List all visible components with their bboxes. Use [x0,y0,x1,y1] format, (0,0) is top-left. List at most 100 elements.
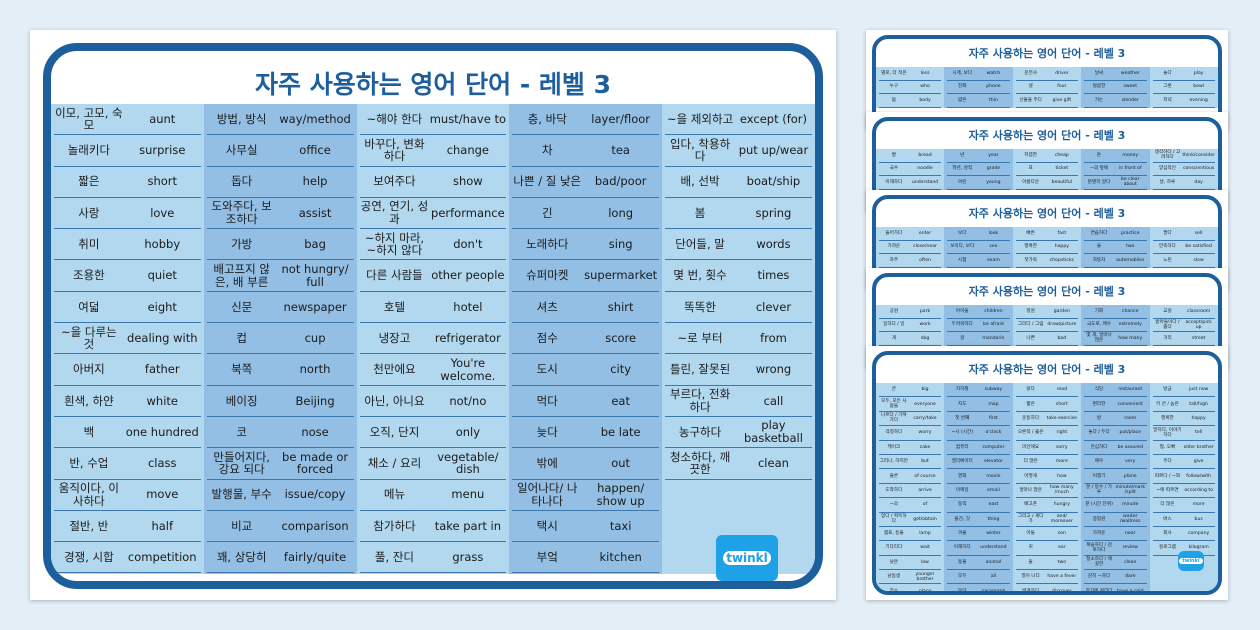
english-word: draw/picture [1047,322,1077,328]
korean-word: 채소 / 요리 [367,456,422,471]
english-word: class [147,456,177,471]
word-column: 읽다 read 짧은 short 운동하다 take exercise 오른쪽 / 옳은 ri… [1012,383,1082,591]
word-row: 주다 give [1152,455,1216,470]
korean-word: 램프, 등불 [883,531,904,537]
korean-word: ~해야 한다 [366,111,423,126]
korean-word: 기회 [1094,308,1104,314]
english-word: restaurant [1118,387,1143,393]
word-row: 생각하다 / 고려하다 think/consider [1152,149,1216,163]
english-word: money [1122,152,1139,158]
english-word: white [146,393,178,408]
english-word: how many [1118,335,1143,341]
korean-word: 학년, 성적 [952,166,973,172]
word-row: 다른 사람들 other people [359,260,507,292]
word-row: 귤 mandarin [947,332,1010,346]
word-row: 나쁜 bad [1015,332,1079,346]
preview-table: 공원 park 일하다 / 일 work 개 dog 아이들 children 두려워하다 be … [876,305,1218,346]
english-word: follow/with [1186,473,1212,479]
korean-word: 신문 [231,299,253,314]
english-word: how many /much [1049,485,1074,496]
english-word: happy [1054,244,1069,250]
word-row: 둘 two [1015,556,1079,571]
word-column: 들어가다 enter 가까운 close/near 자주 often [876,227,945,268]
korean-word: 컴퓨터 [955,444,969,450]
english-word: give [1193,459,1204,465]
word-row: 거리 street [1152,332,1216,346]
word-row: 물건, 것 thing [947,513,1010,527]
word-row: 냉장고 refrigerator [359,323,507,355]
word-column: 교실 classroom 받아들이다 / 줍다 accept/pick up 거리 str… [1149,305,1218,346]
word-row: 바꾸다, 변화하다 change [359,135,507,167]
korean-word: ~시 (시간) [951,430,974,436]
worksheet-preview[interactable]: 자주 사용하는 영어 단어 - 레벨 3 별로, 더 적은 less 누구 who 몸 bo… [866,30,1228,130]
korean-word: 물건, 것 [954,516,971,522]
english-word: two [1057,559,1067,565]
word-column: 정원 garden 그리다 / 그림 draw/picture 나쁜 bad [1012,305,1082,346]
korean-word: 메뉴 [383,487,406,502]
word-row: ~로 부터 from [665,323,812,355]
korean-word: 열이 나다 [1021,574,1040,580]
word-row: 코 nose [206,417,354,449]
worksheet-frame: 자주 사용하는 영어 단어 - 레벨 3 이모, 고모, 숙모 aunt 놀래키다 s… [43,43,823,589]
english-word: practice [1120,230,1140,236]
korean-word: 얼마나 많은 [1019,487,1042,493]
korean-word: 그러나, 하지만 [879,459,908,465]
english-word: according to [1184,487,1213,493]
word-row: 단어들, 말 words [665,229,812,261]
word-row: 천만에요 You're welcome. [359,354,507,386]
korean-word: 형, 오빠 [1159,444,1176,450]
korean-word: 여덟 [78,299,100,314]
word-row: 노래하다 sing [512,229,660,261]
english-word: sorry [1056,444,1068,450]
korean-word: 년 [960,152,965,158]
korean-word: 동쪽 [958,502,967,508]
korean-word: ~에 따르면 [1156,487,1179,493]
korean-word: 밖에 [536,456,558,471]
word-row: 슈퍼마켓 supermarket [512,260,660,292]
word-row: 놀다 play [1152,67,1216,81]
english-word: only [455,424,481,439]
korean-word: 넷 [1028,84,1033,90]
korean-word: 감히 ~하다 [1087,574,1111,580]
korean-word: 방 [1096,415,1102,421]
english-word: email [987,487,1000,493]
korean-word: 베이징 [225,393,258,408]
word-row: 동물 animal [947,556,1010,571]
english-word: eight [147,299,177,314]
word-row: 종업원 waiter /waitress [1084,513,1147,527]
word-row: 극도로, 매우 extremely [1084,319,1147,332]
korean-word: ~을 다루는 것 [61,324,117,352]
english-word: move [146,487,179,502]
word-row: 그릇 bowl [1152,81,1216,94]
korean-word: 표 [1028,166,1033,172]
word-row: 방법, 방식 way/method [206,104,354,136]
word-row: 케이크 cake [879,441,942,455]
korean-word: 느린 [1163,257,1172,263]
english-word: all [990,574,997,580]
word-row: 아닌, 아니요 not/no [359,386,507,417]
english-word: bag [304,237,326,252]
word-row: 배고픈 hungry [1015,498,1079,513]
word-row: 열이 나다 have a fever [1015,570,1079,585]
english-word: have a fever [1047,574,1077,580]
english-word: of course [914,473,936,479]
korean-word: 오직, 단지 [369,424,420,439]
word-row: 셔츠 shirt [512,292,660,324]
worksheet-preview[interactable]: 자주 사용하는 영어 단어 - 레벨 3 큰 big 모두, 모든 사람들 everyo… [866,346,1228,600]
word-row: 미안해요 sorry [1015,441,1079,455]
korean-word: 방금 [1163,387,1172,393]
english-word: dare [1125,574,1136,580]
twinkl-logo: twinkl [716,535,778,581]
word-row: 귀 ear [1015,541,1079,556]
english-word: long [608,205,634,220]
english-word: driver [1055,70,1069,76]
korean-word: 시험 [958,257,967,263]
english-word: help [302,174,328,189]
english-word: love [150,205,175,220]
word-column: 년 year 학년, 성적 grade 어린 young [944,149,1013,190]
word-row: 분 (시간 단위) minute [1084,498,1147,513]
word-row: 모두 all [947,570,1010,585]
english-word: not/no [449,393,487,408]
english-word: grade [986,166,1001,172]
english-word: call [763,393,784,408]
